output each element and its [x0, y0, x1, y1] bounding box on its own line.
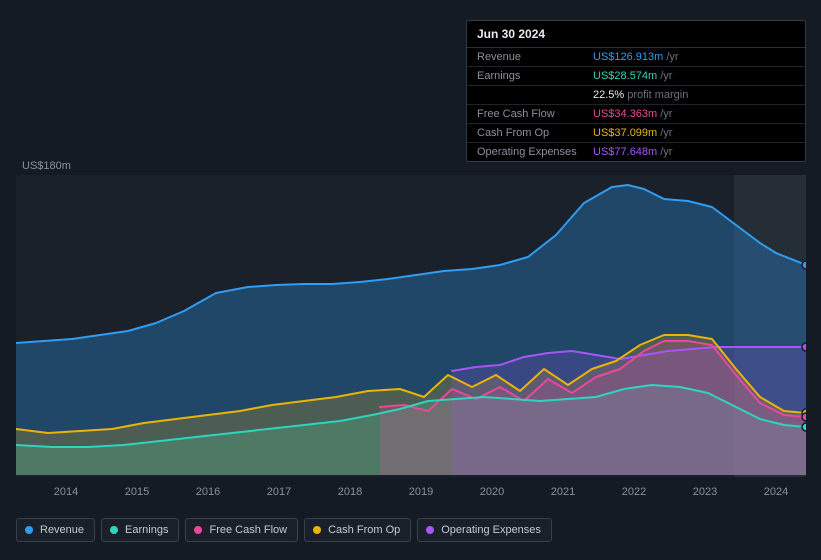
chart-legend: Revenue Earnings Free Cash Flow Cash From O… [16, 518, 552, 542]
tooltip-row-label: Earnings [477, 70, 593, 82]
tooltip-row-value: US$34.363m/yr [593, 108, 672, 120]
x-axis-tick: 2020 [480, 486, 504, 498]
tooltip-row-value: US$28.574m/yr [593, 70, 672, 82]
legend-label: Cash From Op [328, 524, 400, 536]
legend-label: Earnings [125, 524, 168, 536]
x-axis-tick: 2019 [409, 486, 433, 498]
tooltip-row-label: Operating Expenses [477, 146, 593, 158]
x-axis-tick: 2023 [693, 486, 717, 498]
x-axis-tick: 2024 [764, 486, 788, 498]
legend-swatch [110, 526, 118, 534]
x-axis-tick: 2017 [267, 486, 291, 498]
chart-plot [16, 175, 806, 477]
legend-swatch [25, 526, 33, 534]
x-axis-tick: 2014 [54, 486, 78, 498]
x-axis-tick: 2015 [125, 486, 149, 498]
x-axis-tick: 2016 [196, 486, 220, 498]
legend-label: Revenue [40, 524, 84, 536]
tooltip-row-value: US$77.648m/yr [593, 146, 672, 158]
tooltip-row: 22.5%profit margin [467, 86, 805, 105]
x-axis-tick: 2021 [551, 486, 575, 498]
legend-swatch [194, 526, 202, 534]
tooltip-row-label: Revenue [477, 51, 593, 63]
tooltip-row-value: US$126.913m/yr [593, 51, 679, 63]
legend-item[interactable]: Cash From Op [304, 518, 411, 542]
legend-item[interactable]: Free Cash Flow [185, 518, 298, 542]
tooltip-row: Free Cash FlowUS$34.363m/yr [467, 105, 805, 124]
x-axis-tick: 2018 [338, 486, 362, 498]
tooltip-row-value: 22.5%profit margin [593, 89, 688, 101]
legend-item[interactable]: Operating Expenses [417, 518, 552, 542]
legend-item[interactable]: Earnings [101, 518, 179, 542]
tooltip-row-label: Free Cash Flow [477, 108, 593, 120]
legend-swatch [313, 526, 321, 534]
x-axis: 2014 2015 2016 2017 2018 2019 2020 2021 2022 2023… [16, 486, 806, 502]
financial-chart: Jun 30 2024 RevenueUS$126.913m/yrEarning… [0, 0, 821, 560]
tooltip-row: Operating ExpensesUS$77.648m/yr [467, 143, 805, 161]
y-axis-max-label: US$180m [22, 160, 71, 172]
legend-label: Operating Expenses [441, 524, 541, 536]
tooltip-row-label [477, 89, 593, 101]
legend-label: Free Cash Flow [209, 524, 287, 536]
x-axis-tick: 2022 [622, 486, 646, 498]
legend-swatch [426, 526, 434, 534]
tooltip-row: RevenueUS$126.913m/yr [467, 48, 805, 67]
chart-tooltip: Jun 30 2024 RevenueUS$126.913m/yrEarning… [466, 20, 806, 162]
tooltip-row: Cash From OpUS$37.099m/yr [467, 124, 805, 143]
tooltip-date: Jun 30 2024 [467, 21, 805, 48]
legend-item[interactable]: Revenue [16, 518, 95, 542]
tooltip-row-value: US$37.099m/yr [593, 127, 672, 139]
tooltip-row-label: Cash From Op [477, 127, 593, 139]
tooltip-row: EarningsUS$28.574m/yr [467, 67, 805, 86]
